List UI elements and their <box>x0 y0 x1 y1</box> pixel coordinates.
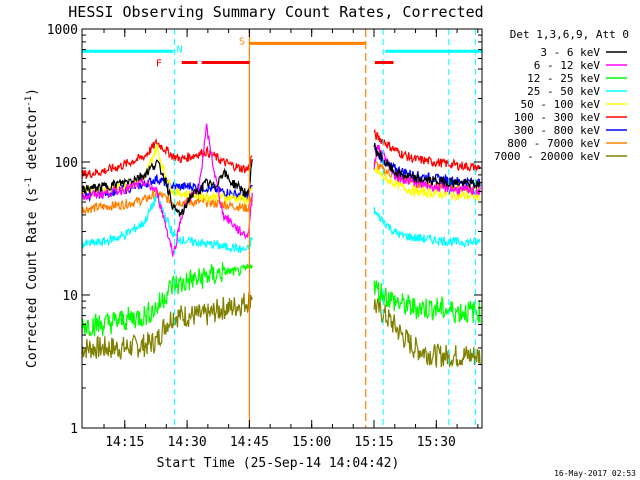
y-tick-label: 1000 <box>47 23 78 38</box>
series-line-6 <box>82 128 481 180</box>
legend-label: 800 - 7000 keV <box>507 137 600 150</box>
legend-label: 7000 - 20000 keV <box>494 150 600 163</box>
y-tick-label: 1 <box>70 422 78 437</box>
annotation-F: F <box>156 58 162 69</box>
series-line-1 <box>82 142 481 217</box>
legend-label: 6 - 12 keV <box>534 59 601 72</box>
legend-label: 300 - 800 keV <box>514 124 600 137</box>
footer-timestamp: 16-May-2017 02:53 <box>554 469 636 478</box>
annotation-S: S <box>239 36 245 47</box>
y-tick-label: 100 <box>55 156 78 171</box>
series-line-5 <box>82 143 481 206</box>
y-axis-label: Corrected Count Rate (s-1 detector-1) <box>24 88 40 368</box>
chart-title: HESSI Observing Summary Count Rates, Cor… <box>68 3 483 21</box>
x-tick-label: 15:15 <box>354 435 393 450</box>
legend-label: 100 - 300 keV <box>514 111 600 124</box>
legend-label: 3 - 6 keV <box>540 46 600 59</box>
x-axis: 14:15 14:30 14:45 15:00 15:15 15:30 <box>103 29 479 450</box>
annotation-N: N <box>177 45 183 56</box>
plot-area: N F S <box>81 28 483 429</box>
legend-label: 50 - 100 keV <box>521 98 601 111</box>
x-axis-label: Start Time (25-Sep-14 14:04:42) <box>157 456 400 471</box>
y-tick-label: 10 <box>62 289 78 304</box>
legend-label: 12 - 25 keV <box>527 72 600 85</box>
x-tick-label: 14:45 <box>230 435 269 450</box>
series-line-9 <box>82 290 481 368</box>
x-tick-label: 15:00 <box>292 435 331 450</box>
y-axis: 1 10 100 1000 <box>47 23 482 437</box>
x-tick-label: 14:30 <box>168 435 207 450</box>
legend-header: Det 1,3,6,9, Att 0 <box>510 28 629 41</box>
x-tick-label: 14:15 <box>105 435 144 450</box>
plot-frame <box>81 28 483 429</box>
series-line-4 <box>82 192 481 254</box>
series-line-3 <box>82 261 481 337</box>
legend-label: 25 - 50 keV <box>527 85 600 98</box>
x-tick-label: 15:30 <box>417 435 456 450</box>
